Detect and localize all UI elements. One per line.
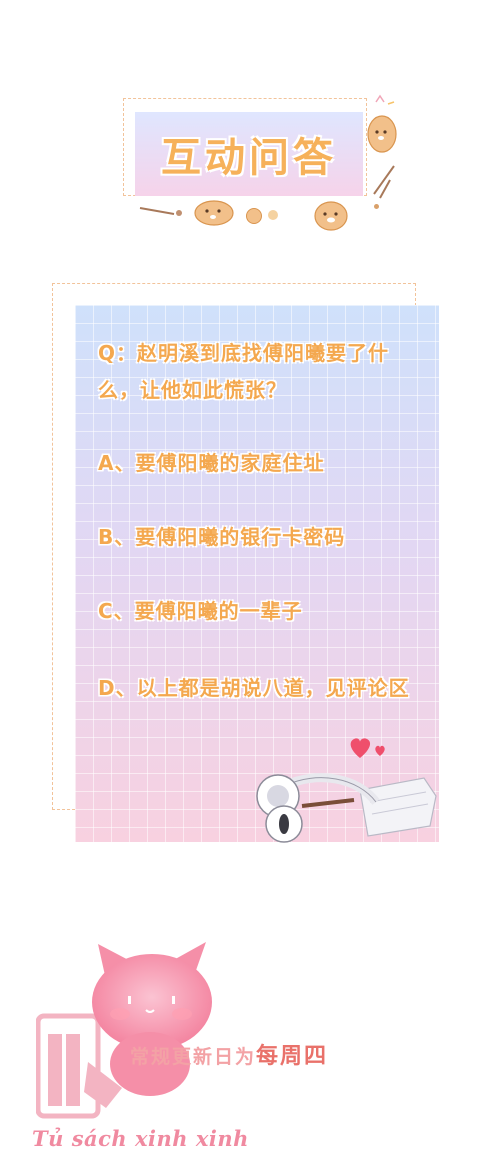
question-text: Q：赵明溪到底找傅阳曦要了什么，让他如此慌张？	[98, 341, 390, 402]
book-icon	[36, 1013, 122, 1119]
stick-decoration	[139, 207, 175, 215]
bear-bread-icon	[367, 94, 397, 199]
title-banner: 互动问答	[135, 112, 363, 196]
bear-bread-icon	[314, 201, 348, 231]
pink-cat-mascot-icon	[92, 942, 212, 1096]
dot-decoration	[374, 204, 379, 209]
dot-decoration	[176, 210, 182, 216]
headphones-icon	[256, 773, 437, 843]
option-d: D、以上都是胡说八道，见评论区	[98, 676, 410, 700]
heart-icon	[350, 738, 385, 758]
dot-decoration	[268, 210, 278, 220]
option-c: C、要傅阳曦的一辈子	[98, 599, 303, 623]
question-card	[75, 305, 439, 842]
schedule-prefix: 常规更新日为	[130, 1046, 257, 1068]
banner-title: 互动问答	[161, 135, 337, 181]
schedule-day: 每周四	[256, 1044, 329, 1069]
update-schedule: 常规更新日为每周四	[130, 1038, 390, 1070]
watermark: Tủ sách xinh xinh	[32, 1126, 249, 1151]
option-a: A、要傅阳曦的家庭住址	[98, 451, 325, 475]
cookie-icon	[246, 208, 262, 224]
option-b: B、要傅阳曦的银行卡密码	[98, 525, 346, 549]
bear-bread-icon	[194, 200, 234, 226]
